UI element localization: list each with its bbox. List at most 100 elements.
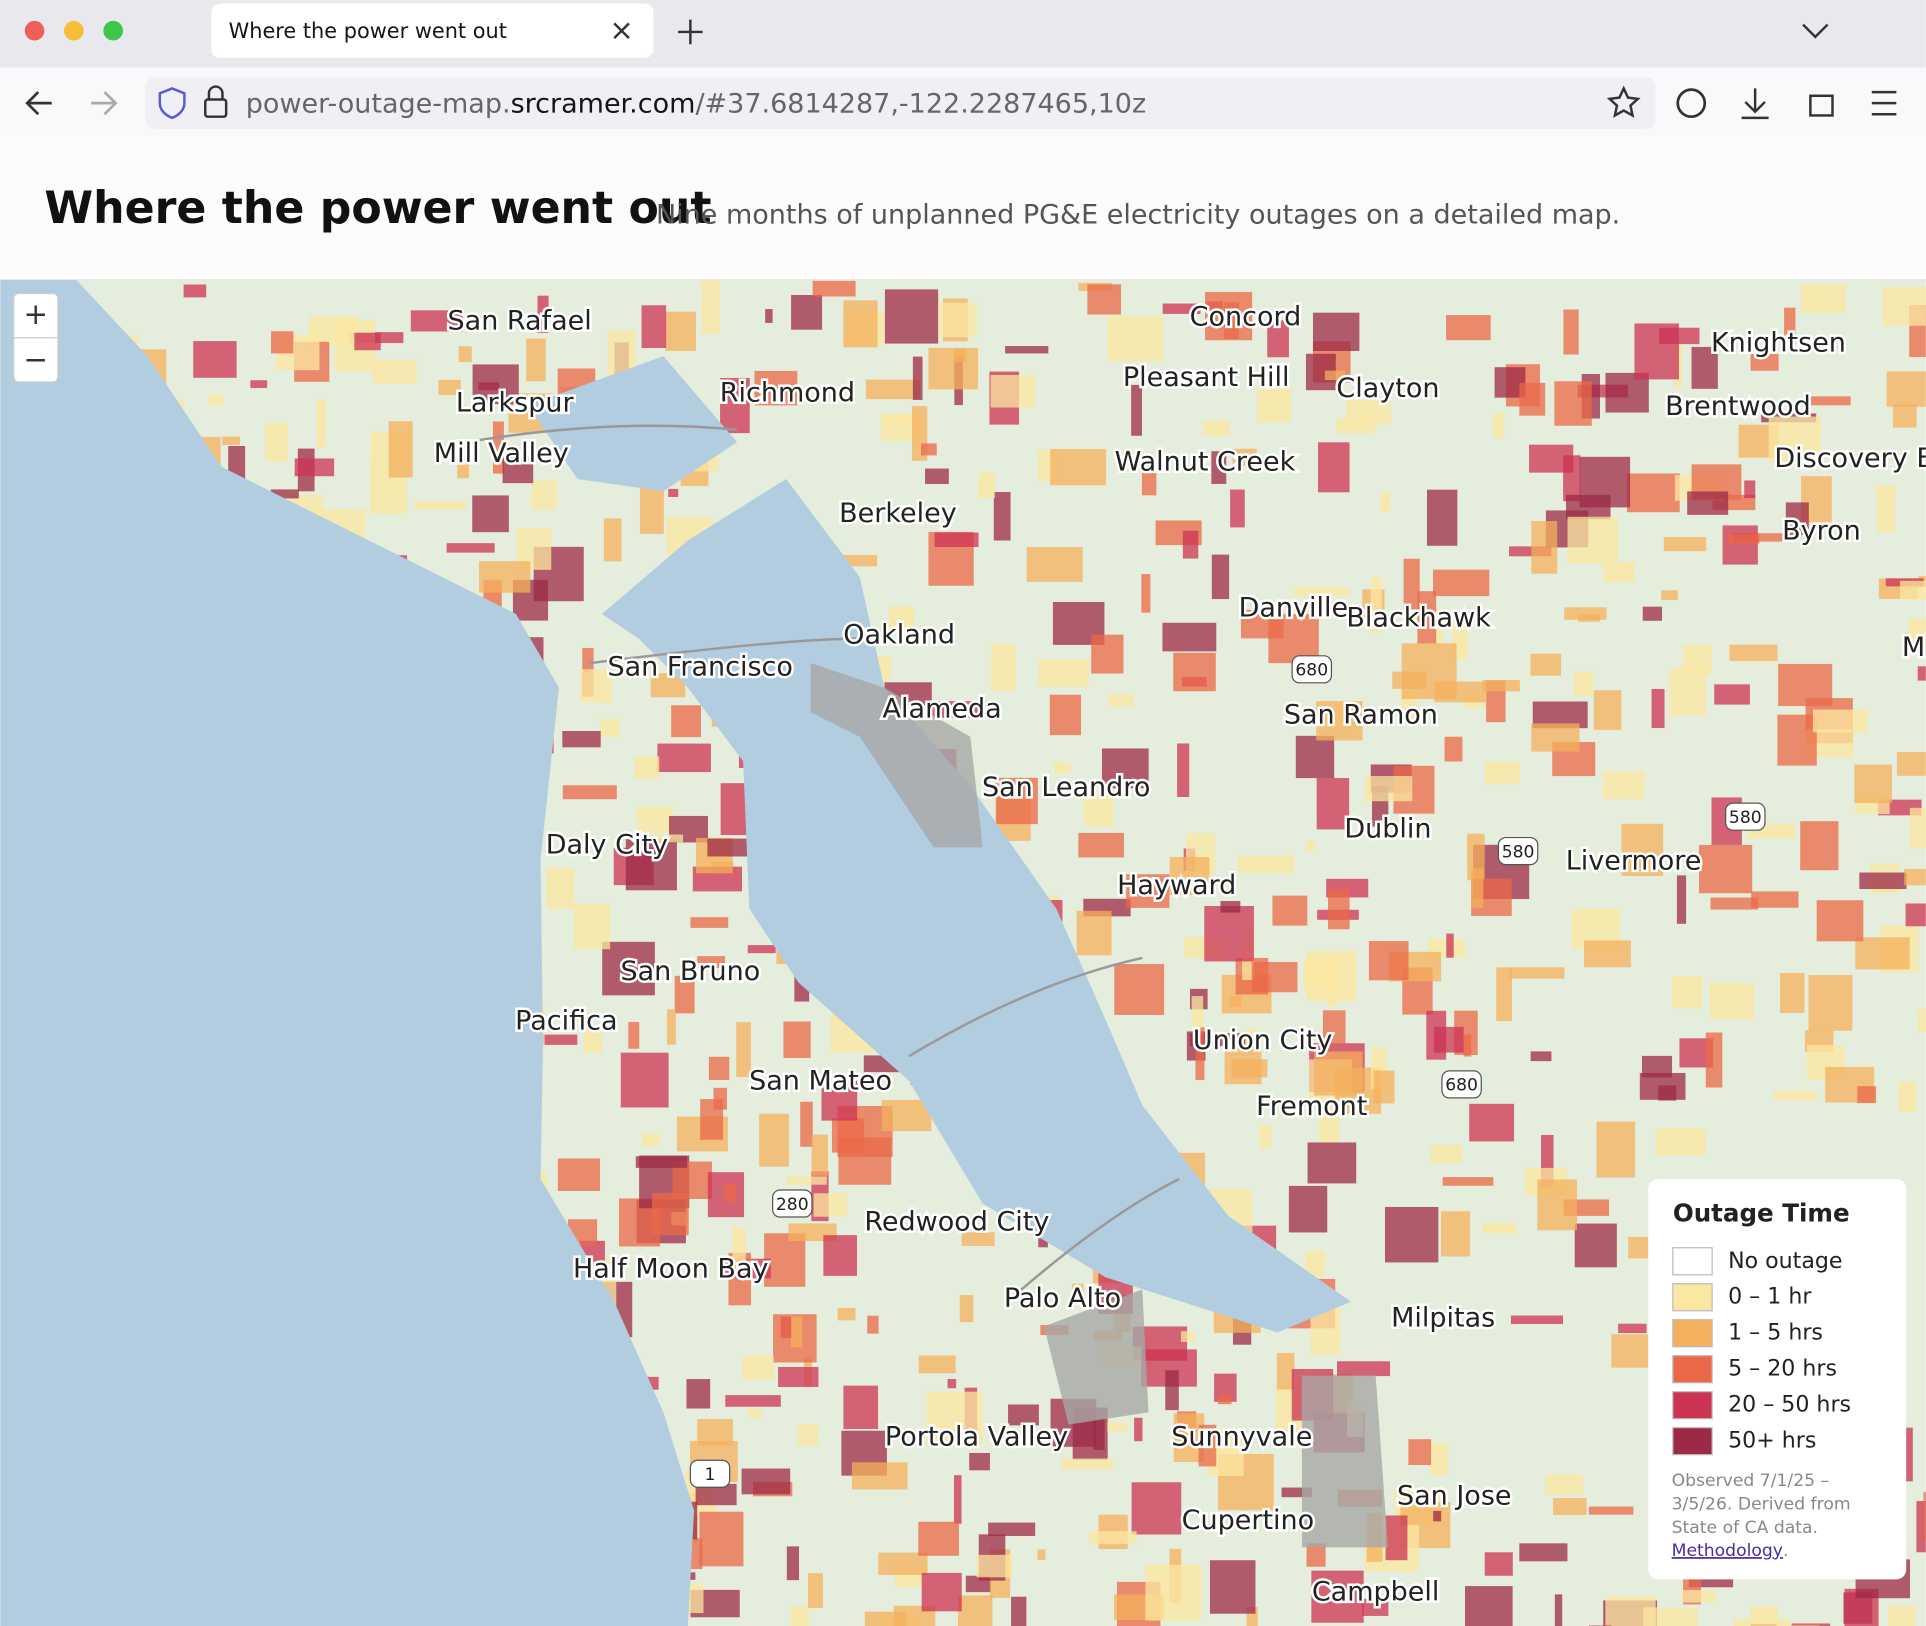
history[interactable] (1676, 88, 1707, 119)
legend-label: 1 – 5 hrs (1728, 1320, 1823, 1346)
outage-area (867, 1315, 879, 1334)
outage-area (1295, 735, 1335, 779)
outage-area (959, 1295, 974, 1323)
zoom-in[interactable]: + (23, 297, 48, 331)
outage-area (1336, 418, 1375, 434)
outage-area (652, 1192, 689, 1236)
tab[interactable] (211, 3, 654, 58)
outage-area (1691, 346, 1718, 389)
outage-area (526, 1034, 578, 1045)
outage-area (697, 1419, 733, 1446)
shield-icon (158, 87, 186, 120)
outage-area (1272, 895, 1308, 926)
outage-area (580, 669, 613, 703)
tab-list[interactable] (1802, 23, 1829, 39)
outage-area (1659, 327, 1700, 345)
outage-area (1618, 1323, 1647, 1334)
outage-area (1908, 618, 1926, 651)
outage-area (1008, 1404, 1039, 1426)
outage-area (1729, 644, 1778, 662)
methodology-link[interactable]: Methodology (1672, 1541, 1783, 1561)
place-label: Clayton (1336, 373, 1439, 404)
outage-area (1531, 723, 1580, 752)
outage-area (1182, 530, 1199, 559)
url-domain: srcramer.com (511, 88, 696, 119)
outage-area (961, 1232, 995, 1246)
outage-area (1784, 307, 1796, 343)
outage-area (1463, 1034, 1472, 1057)
close-tab[interactable] (613, 22, 630, 39)
outage-area (1141, 574, 1151, 613)
outage-area (993, 492, 1011, 541)
outage-area (1896, 752, 1926, 776)
legend-note-end: Methodology. (1672, 1541, 1789, 1561)
zoom-out[interactable]: − (23, 343, 48, 377)
outage-area (1676, 875, 1687, 924)
url-field[interactable] (145, 77, 1656, 129)
downloads[interactable] (1741, 88, 1769, 120)
map[interactable]: San Rafael Larkspur Mill Valley Richmond Ber… (0, 280, 1926, 1626)
outage-area (838, 1137, 892, 1185)
outage-area (882, 414, 923, 426)
outage-area (671, 705, 701, 738)
url: power-outage-map.srcramer.com/#37.681428… (246, 88, 1146, 119)
outage-area (1785, 502, 1809, 536)
outage-area (928, 347, 979, 390)
close-window[interactable] (24, 20, 45, 41)
maximize-window[interactable] (103, 20, 123, 41)
new-tab[interactable] (678, 19, 703, 45)
minimize-window[interactable] (64, 20, 84, 41)
outage-area (1545, 1474, 1584, 1495)
place-label: San Leandro (982, 772, 1150, 803)
outage-area (1567, 516, 1618, 564)
extensions[interactable] (1809, 94, 1834, 117)
outage-area (636, 806, 673, 832)
outage-area (1401, 643, 1457, 700)
outage-area (526, 338, 546, 382)
outage-area (797, 1424, 819, 1446)
outage-area (603, 518, 622, 562)
place-label: Mill Valley (434, 438, 569, 469)
outage-area (811, 1134, 828, 1176)
outage-area (1061, 1458, 1113, 1470)
outage-area (1565, 494, 1611, 520)
outage-area (1131, 1482, 1182, 1535)
outage-area (1337, 1361, 1391, 1377)
outage-area (1314, 1051, 1363, 1096)
outage-area (1751, 891, 1799, 908)
outage-area (953, 1475, 962, 1524)
outage-area (1078, 832, 1124, 858)
outage-area (988, 1522, 1036, 1536)
outage-area (1177, 743, 1190, 798)
san-pablo-bay (528, 356, 738, 492)
outage-area (602, 941, 655, 996)
outage-area (1306, 840, 1316, 852)
outage-area (1276, 1352, 1295, 1390)
outage-area (1268, 614, 1319, 664)
outage-area (1553, 1498, 1587, 1515)
outage-area (1305, 1250, 1326, 1278)
outage-area (995, 777, 1038, 825)
outage-area (925, 468, 949, 484)
route-number: 1 (705, 1465, 716, 1485)
outage-area (1909, 807, 1926, 849)
outage-area (1469, 1103, 1515, 1142)
outage-area (1519, 382, 1546, 416)
outage-area (1165, 1370, 1179, 1411)
outage-area (642, 1133, 660, 1147)
forward-button[interactable] (91, 91, 118, 116)
outage-area (271, 331, 294, 354)
bridges (466, 424, 1180, 1303)
outage-area (1083, 794, 1114, 827)
place-label: Byron (1782, 515, 1861, 546)
outage-area (665, 311, 696, 351)
menu[interactable] (1871, 90, 1897, 116)
place-label: Alameda (883, 693, 1002, 724)
route-shield (689, 1459, 731, 1488)
outage-area (294, 458, 335, 477)
back-button[interactable] (25, 91, 52, 116)
outage-area (1365, 776, 1413, 802)
bookmark[interactable] (1606, 85, 1641, 118)
outage-area (502, 455, 534, 484)
outage-area (838, 554, 878, 567)
